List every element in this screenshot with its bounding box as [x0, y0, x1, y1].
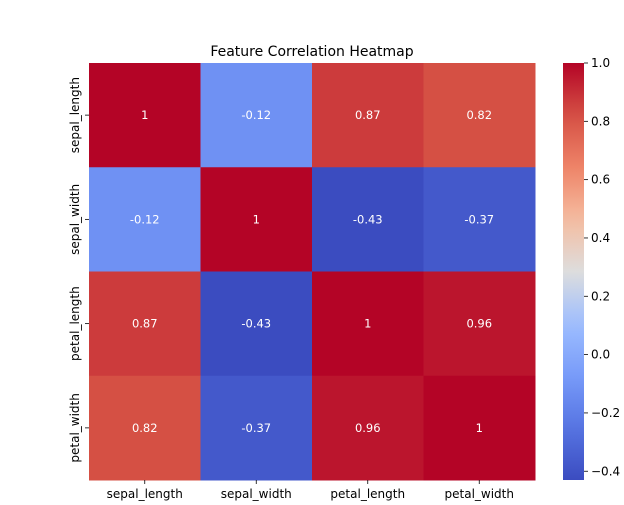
colorbar: 1.0 0.8 0.6 0.4 0.2 0.0 −0.2 −0.4 — [563, 56, 620, 480]
colorbar-tick-label: 1.0 — [591, 56, 610, 70]
heatmap-cell-label-0-2: 0.87 — [355, 108, 381, 122]
heatmap-cell-3-3 — [423, 375, 536, 481]
colorbar-tick-label: 0.8 — [591, 114, 610, 128]
heatmap-cell-2-1 — [200, 271, 313, 377]
colorbar-gradient — [563, 63, 584, 480]
heatmap-cell-label-1-2: -0.43 — [353, 212, 383, 226]
heatmap-cell-1-0 — [89, 167, 201, 272]
y-tick-label: petal_width — [68, 393, 82, 462]
heatmap-cell-label-3-2: 0.96 — [355, 421, 381, 435]
y-tick-label: sepal_width — [68, 184, 82, 255]
heatmap-cell-0-1 — [200, 63, 313, 168]
colorbar-tick-label: 0.4 — [591, 231, 610, 245]
heatmap-cell-2-2 — [312, 271, 424, 377]
heatmap-cell-label-0-1: -0.12 — [241, 108, 271, 122]
heatmap-cell-label-1-1: 1 — [253, 212, 260, 226]
heatmap-cell-label-3-3: 1 — [476, 421, 483, 435]
x-tick-label: petal_length — [330, 487, 405, 501]
heatmap-cell-label-1-3: -0.37 — [464, 212, 494, 226]
colorbar-tick-label: 0.2 — [591, 289, 610, 303]
heatmap-cell-3-1 — [200, 375, 313, 481]
colorbar-tick-label: 0.6 — [591, 173, 610, 187]
heatmap-cell-0-0 — [89, 63, 201, 168]
heatmap-cell-0-2 — [312, 63, 424, 168]
y-axis: sepal_length sepal_width petal_lengthpetal… — [68, 77, 89, 463]
x-tick-label: sepal_width — [221, 487, 292, 501]
heatmap-cell-label-2-1: -0.43 — [241, 317, 271, 331]
y-tick-label: petal_length — [68, 286, 82, 361]
heatmap-cell-label-2-3: 0.96 — [466, 317, 492, 331]
heatmap-cell-0-3 — [423, 63, 536, 168]
colorbar-tick-label: 0.0 — [591, 348, 610, 362]
heatmap-cell-2-3 — [423, 271, 536, 377]
colorbar-tick-label: −0.2 — [591, 406, 620, 420]
colorbar-tick-label: −0.4 — [591, 464, 620, 478]
x-tick-label: sepal_length — [107, 487, 183, 501]
heatmap-cell-label-2-0: 0.87 — [132, 317, 158, 331]
x-axis: sepal_length sepal_width petal_length petal… — [107, 480, 514, 501]
heatmap-cell-label-1-0: -0.12 — [130, 212, 160, 226]
heatmap-cells: 1 -0.12 0.87 0.82 -0.12 1 -0.43 -0.37 0.87 -0.43 1… — [89, 63, 536, 481]
heatmap-cell-1-1 — [200, 167, 313, 272]
heatmap-cell-3-2 — [312, 375, 424, 481]
heatmap-cell-label-3-1: -0.37 — [241, 421, 271, 435]
y-tick-label: sepal_length — [68, 77, 82, 153]
heatmap-cell-2-0 — [89, 271, 201, 377]
heatmap-cell-label-0-0: 1 — [141, 108, 148, 122]
chart-title: Feature Correlation Heatmap — [210, 44, 413, 60]
heatmap-cell-label-2-2: 1 — [364, 317, 371, 331]
heatmap-cell-1-2 — [312, 167, 424, 272]
heatmap-cell-label-0-3: 0.82 — [466, 108, 492, 122]
x-tick-label: petal_width — [445, 487, 514, 501]
heatmap-cell-label-3-0: 0.82 — [132, 421, 158, 435]
heatmap-cell-3-0 — [89, 375, 201, 481]
heatmap-cell-1-3 — [423, 167, 536, 272]
